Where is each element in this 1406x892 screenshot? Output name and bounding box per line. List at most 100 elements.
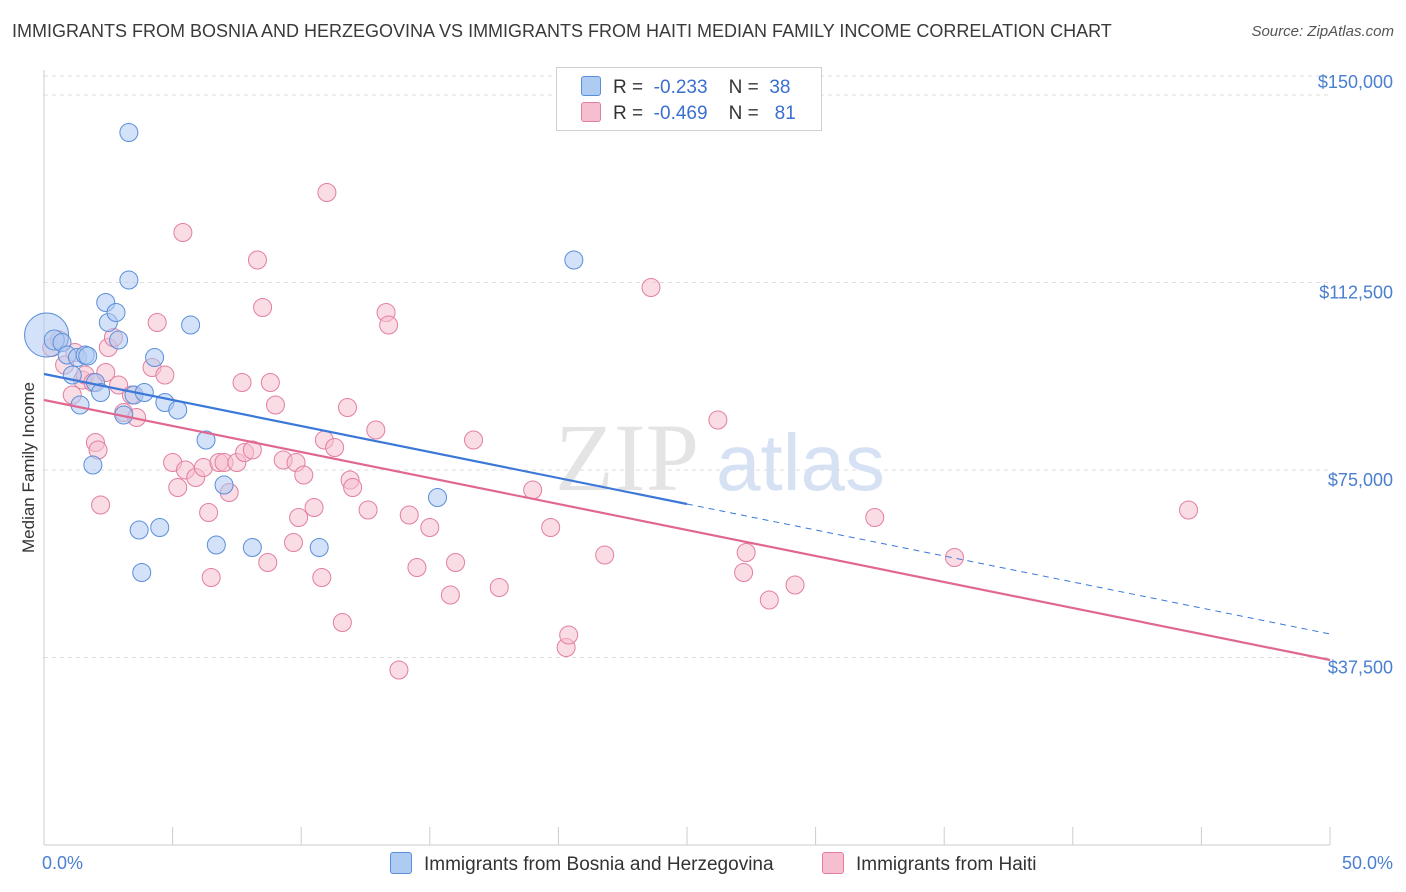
bosnia-point [214,475,234,495]
legend-swatch-bosnia [581,76,601,96]
x-tick-label: 50.0% [1342,853,1393,873]
haiti-point [759,590,779,610]
legend-r-label: R = [613,103,644,124]
haiti-point [173,223,193,242]
series-label-haiti: Immigrants from Haiti [856,854,1037,875]
haiti-trend-line [43,398,1331,662]
haiti-point [155,365,175,385]
axis-labels: $37,500 $75,000 $112,500 $150,000 0.0% 50.0% M… [19,72,1393,873]
bosnia-point [132,563,152,582]
bosnia-point [83,455,103,475]
haiti-point [343,478,363,497]
haiti-point [379,315,399,335]
watermark-zip: ZIP [555,404,699,511]
bosnia-point [196,430,216,450]
series-label-bosnia: Immigrants from Bosnia and Herzegovina [424,854,774,875]
haiti-point [332,613,352,632]
haiti-point [317,183,337,202]
haiti-point [199,503,219,522]
legend-swatch-haiti [581,102,601,122]
haiti-point [283,533,303,552]
y-tick-label: $75,000 [1328,470,1393,490]
legend-r-label: R = [613,77,644,98]
haiti-point [785,575,805,595]
haiti-point [641,278,661,297]
haiti-point [253,298,273,317]
y-tick-label: $112,500 [1319,283,1393,303]
bosnia-point [109,330,129,350]
haiti-point [232,373,252,392]
haiti-point [366,420,386,440]
legend-row-bosnia: R = -0.233 N = 38 [581,76,790,100]
correlation-legend: R = -0.233 N = 38 R = -0.469 N = 81 [556,67,822,131]
haiti-point [358,500,378,520]
legend-n-label: N = [728,103,759,124]
haiti-point [201,568,221,587]
legend-n-value: 81 [774,103,796,124]
haiti-point [399,505,419,525]
haiti-point [289,508,309,527]
bosnia-trend-line [43,372,688,506]
bosnia-point [206,535,226,555]
legend-row-haiti: R = -0.469 N = 81 [581,102,796,126]
x-tick-label: 0.0% [42,853,83,873]
haiti-points [42,183,1199,680]
haiti-point [440,585,460,605]
bosnia-point [181,315,201,335]
haiti-point [389,660,409,680]
haiti-point [944,548,964,567]
chart-title: IMMIGRANTS FROM BOSNIA AND HERZEGOVINA V… [12,21,1112,41]
haiti-point [304,498,324,517]
haiti-point [147,313,167,332]
legend-n-label: N = [728,77,759,98]
bosnia-point [242,538,262,557]
bosnia-point [119,270,139,290]
haiti-point [736,543,756,562]
haiti-point [595,545,615,565]
series-swatch-haiti [822,852,844,874]
legend-r-value: -0.469 [653,103,708,124]
haiti-point [265,395,285,415]
haiti-point [294,465,314,485]
bosnia-point [91,383,111,402]
legend-n-value: 38 [769,77,791,98]
series-swatch-bosnia [390,852,412,874]
legend-r-value: -0.233 [653,77,708,98]
bosnia-point [129,520,149,540]
bosnia-points [24,123,584,582]
haiti-point [708,410,728,430]
bosnia-point [106,303,126,322]
series-legend-bosnia: Immigrants from Bosnia and Herzegovina [390,852,774,876]
zipatlas-watermark: ZIP atlas [555,404,885,511]
bosnia-point [150,518,170,537]
y-tick-label: $150,000 [1318,72,1393,92]
haiti-point [523,480,543,500]
bosnia-point [145,348,165,367]
haiti-point [559,625,579,645]
haiti-point [541,518,561,537]
haiti-point [1179,500,1199,520]
haiti-point [337,398,357,417]
gridlines [44,75,1330,658]
bosnia-point [119,123,139,142]
bosnia-point [168,400,188,420]
haiti-point [464,430,484,450]
bosnia-point [309,538,329,557]
bosnia-point [428,488,448,507]
watermark-atlas: atlas [716,418,885,507]
haiti-point [734,563,754,582]
haiti-point [446,553,466,572]
haiti-point [865,508,885,527]
axes [43,70,1331,846]
haiti-point [260,373,280,392]
haiti-point [420,518,440,537]
y-tick-label: $37,500 [1328,658,1393,678]
chart-source: Source: ZipAtlas.com [1251,23,1394,40]
y-axis-label: Median Family Income [19,382,38,553]
haiti-point [247,250,267,270]
haiti-point [312,568,332,587]
haiti-point [325,438,345,457]
haiti-point [407,558,427,577]
haiti-point [489,578,509,597]
